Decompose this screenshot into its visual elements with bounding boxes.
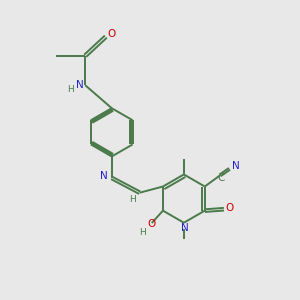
Text: H: H: [129, 195, 136, 204]
Text: O: O: [107, 29, 115, 39]
Text: O: O: [226, 203, 234, 213]
Text: H: H: [139, 228, 146, 237]
Text: H: H: [67, 85, 74, 94]
Text: C: C: [218, 173, 225, 183]
Text: N: N: [182, 223, 189, 233]
Text: N: N: [100, 171, 107, 181]
Text: O: O: [147, 219, 155, 229]
Text: N: N: [232, 161, 239, 171]
Text: N: N: [76, 80, 84, 90]
